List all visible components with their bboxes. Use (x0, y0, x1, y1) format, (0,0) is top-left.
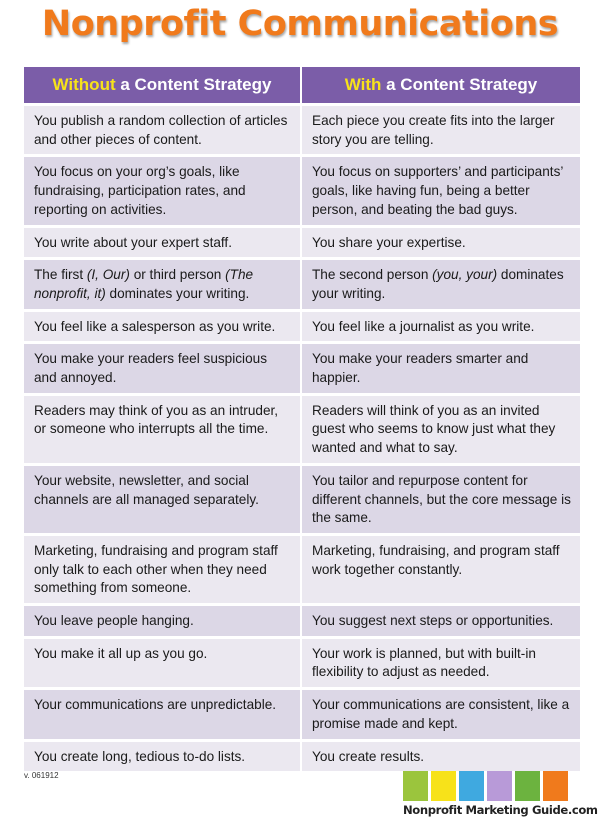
cell-with: Your communications are consistent, like… (302, 690, 580, 742)
cell-text: You create long, tedious to-do lists. (34, 748, 246, 764)
cell-without: Your communications are unpredictable. (24, 690, 302, 742)
cell-text: Readers may think of you as an intruder,… (34, 402, 279, 437)
cell-text: You focus on supporters’ and participant… (312, 164, 563, 217)
cell-without: You make it all up as you go. (24, 638, 302, 691)
logo-block (487, 771, 512, 801)
logo-text: Nonprofit Marketing Guide.com (403, 803, 598, 817)
cell-text: Marketing, fundraising and program staff… (34, 542, 278, 596)
cell-text: The second person (312, 267, 433, 283)
cell-italic-text: (you, your) (432, 267, 498, 283)
cell-without: You publish a random collection of artic… (24, 106, 302, 158)
cell-with: Marketing, fundraising, and program staf… (302, 535, 580, 607)
cell-with: You tailor and repurpose content for dif… (302, 465, 580, 536)
cell-italic-text: (I, Our) (86, 267, 130, 283)
cell-text: Each piece you create fits into the larg… (312, 113, 555, 147)
cell-without: You leave people hanging. (24, 606, 302, 639)
table-row: You leave people hanging. You suggest nex… (24, 606, 580, 639)
cell-text: You publish a random collection of artic… (34, 113, 288, 147)
table-row: You create long, tedious to-do lists. You… (24, 741, 580, 775)
cell-with: You focus on supporters’ and participant… (302, 157, 580, 228)
header-without-rest: a Content Strategy (115, 75, 272, 94)
cell-text: You make your readers smarter and happie… (312, 351, 529, 386)
cell-text: You make your readers feel suspicious an… (34, 351, 267, 386)
header-without-highlight: Without (52, 75, 116, 94)
cell-without: You make your readers feel suspicious an… (24, 344, 302, 396)
cell-text: Your communications are unpredictable. (34, 697, 277, 713)
table-row: The first (I, Our) or third person (The … (24, 260, 580, 312)
cell-with: You feel like a journalist as you write. (302, 311, 580, 345)
cell-without: The first (I, Our) or third person (The … (24, 260, 302, 312)
cell-text: You make it all up as you go. (34, 645, 208, 661)
logo-block (515, 771, 540, 801)
cell-text: Your work is planned, but with built-in … (312, 645, 536, 680)
cell-text: You feel like a journalist as you write. (312, 318, 535, 334)
cell-with: You create results. (302, 741, 580, 775)
cell-text: You feel like a salesperson as you write… (34, 318, 276, 334)
cell-text: You create results. (312, 748, 425, 764)
cell-without: You write about your expert staff. (24, 227, 302, 261)
header-without: Without a Content Strategy (24, 67, 302, 106)
cell-text: or third person (129, 267, 226, 283)
table-row: Readers may think of you as an intruder,… (24, 395, 580, 466)
page-title: Nonprofit Communications (41, 4, 559, 44)
cell-text: The first (34, 267, 87, 283)
cell-with: Your work is planned, but with built-in … (302, 638, 580, 691)
cell-text: Your website, newsletter, and social cha… (34, 472, 259, 507)
table-header-row: Without a Content Strategy With a Conten… (24, 67, 580, 106)
logo: Nonprofit Marketing Guide.com (403, 771, 598, 823)
logo-block (403, 771, 428, 801)
cell-text: dominates your writing. (312, 267, 564, 301)
logo-block (543, 771, 568, 801)
cell-text: You focus on your org’s goals, like fund… (34, 164, 246, 217)
cell-text: dominates your writing. (105, 285, 250, 301)
cell-with: You make your readers smarter and happie… (302, 344, 580, 396)
cell-without: Readers may think of you as an intruder,… (24, 395, 302, 466)
table-row: You publish a random collection of artic… (24, 106, 580, 158)
header-with: With a Content Strategy (302, 67, 580, 106)
cell-text: You write about your expert staff. (34, 234, 232, 250)
table-row: Your communications are unpredictable. Yo… (24, 690, 580, 742)
cell-italic-text: (The nonprofit, it) (34, 267, 254, 301)
cell-without: You feel like a salesperson as you write… (24, 311, 302, 345)
table-row: You focus on your org’s goals, like fund… (24, 157, 580, 228)
header-with-highlight: With (344, 75, 382, 94)
logo-block (431, 771, 456, 801)
table-row: You feel like a salesperson as you write… (24, 311, 580, 345)
version-label: v. 061912 (24, 771, 59, 780)
cell-without: You focus on your org’s goals, like fund… (24, 157, 302, 228)
table-row: You write about your expert staff. You sh… (24, 227, 580, 261)
cell-text: Marketing, fundraising, and program staf… (312, 542, 560, 577)
logo-block (459, 771, 484, 801)
cell-text: You tailor and repurpose content for dif… (312, 472, 571, 526)
cell-text: You leave people hanging. (34, 613, 194, 629)
cell-text: Your communications are consistent, like… (312, 697, 570, 731)
table-row: You make it all up as you go. Your work i… (24, 638, 580, 691)
cell-text: Readers will think of you as an invited … (312, 402, 556, 456)
cell-text: You suggest next steps or opportunities. (312, 613, 554, 629)
table-row: Marketing, fundraising and program staff… (24, 535, 580, 607)
cell-with: Each piece you create fits into the larg… (302, 106, 580, 158)
cell-with: The second person (you, your) dominates … (302, 260, 580, 312)
cell-without: Marketing, fundraising and program staff… (24, 535, 302, 607)
cell-without: Your website, newsletter, and social cha… (24, 465, 302, 536)
cell-text: You share your expertise. (312, 234, 466, 250)
comparison-table: Without a Content Strategy With a Conten… (24, 67, 580, 775)
cell-without: You create long, tedious to-do lists. (24, 741, 302, 775)
cell-with: You suggest next steps or opportunities. (302, 606, 580, 639)
table-row: Your website, newsletter, and social cha… (24, 465, 580, 536)
table-row: You make your readers feel suspicious an… (24, 344, 580, 396)
cell-with: You share your expertise. (302, 227, 580, 261)
cell-with: Readers will think of you as an invited … (302, 395, 580, 466)
header-with-rest: a Content Strategy (381, 75, 538, 94)
logo-color-blocks (403, 771, 579, 801)
